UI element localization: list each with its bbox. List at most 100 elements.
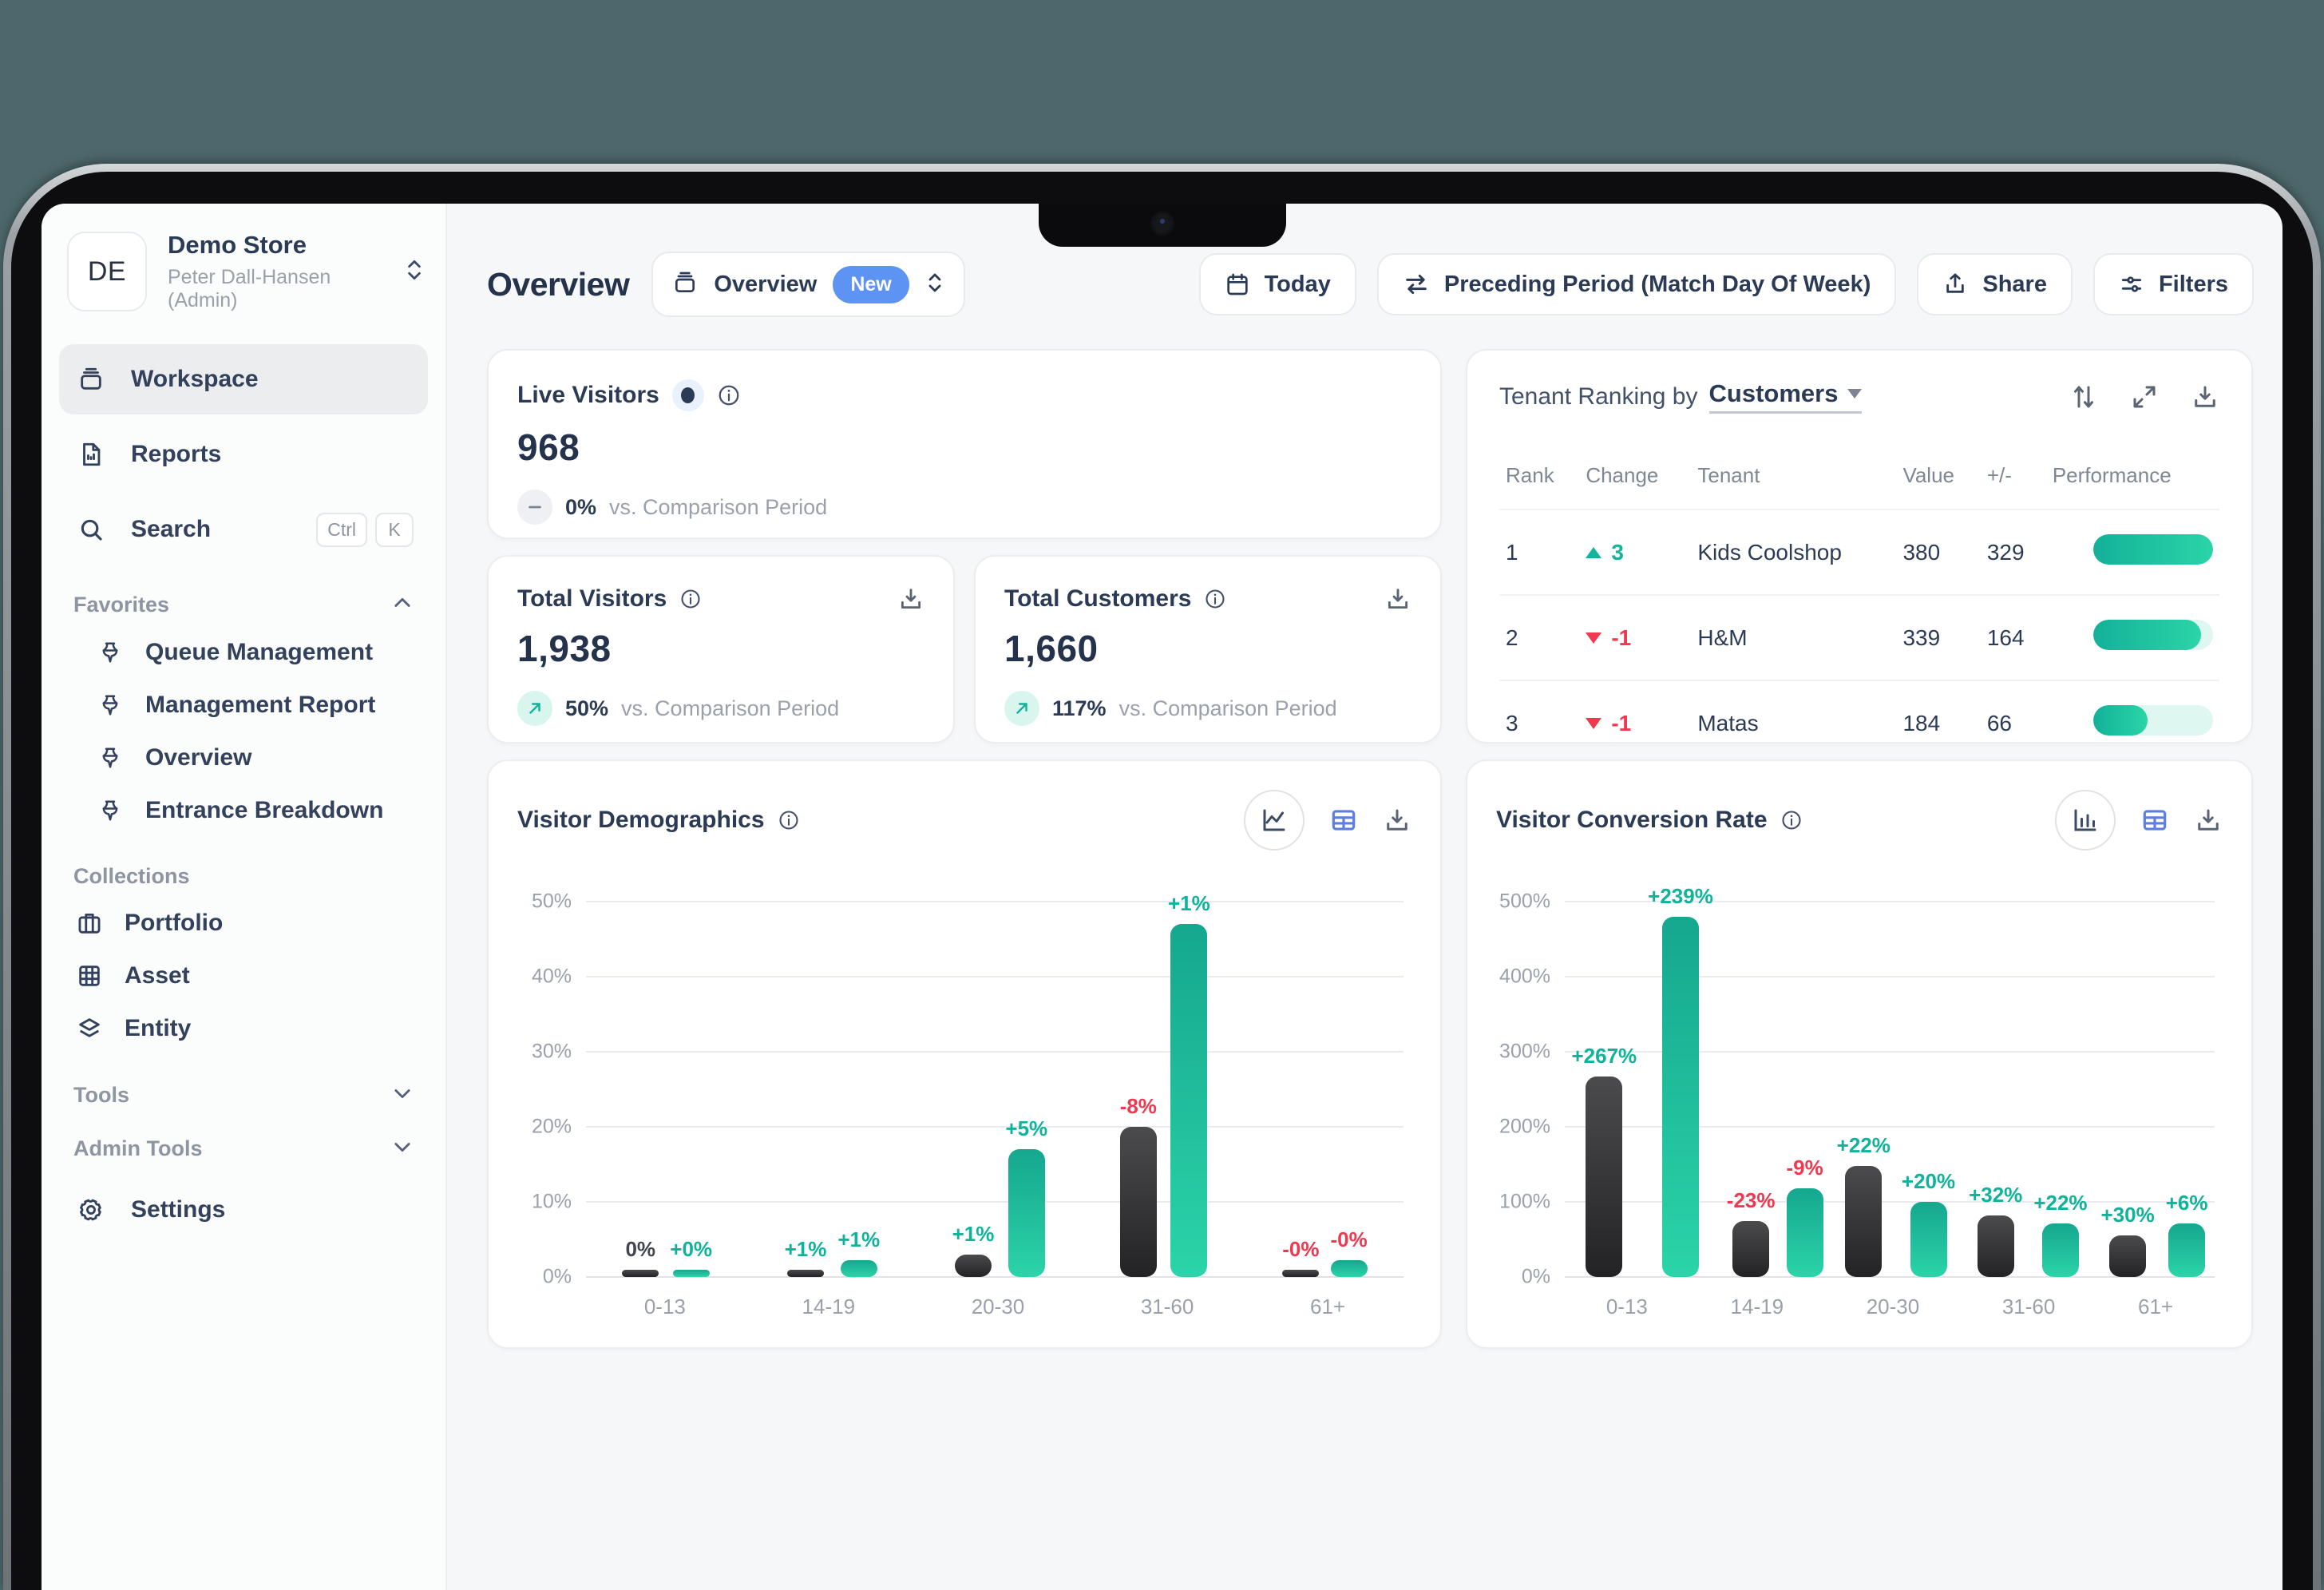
bar-dark[interactable]	[1119, 1127, 1157, 1277]
bar-dark[interactable]	[1586, 1077, 1623, 1277]
bar-column: -9%	[1786, 1156, 1823, 1277]
download-icon[interactable]	[2194, 806, 2223, 835]
bar-green[interactable]	[1170, 924, 1208, 1277]
gridline	[1565, 901, 2215, 902]
sidebar-item-settings[interactable]: Settings	[59, 1175, 428, 1245]
demographics-x-axis: 0-13 14-19 20-30 31-60 61+	[586, 1295, 1404, 1319]
pin-icon	[94, 693, 126, 717]
line-chart-toggle-icon[interactable]	[1244, 790, 1305, 851]
download-icon[interactable]	[2191, 383, 2219, 411]
sidebar-item-search[interactable]: Search Ctrl K	[59, 494, 428, 565]
y-axis-tick: 500%	[1499, 890, 1550, 913]
sidebar-item-portfolio[interactable]: Portfolio	[59, 897, 428, 950]
bar-column: 0%	[622, 1237, 659, 1277]
table-view-icon[interactable]	[1328, 805, 1359, 835]
gridline	[586, 901, 1404, 902]
info-icon[interactable]	[679, 588, 702, 610]
triangle-down-icon	[1586, 717, 1602, 729]
bar-green[interactable]	[672, 1270, 710, 1277]
live-visitors-card: Live Visitors 968 0% vs.	[487, 349, 1442, 539]
total-visitors-title: Total Visitors	[517, 585, 667, 612]
view-switcher[interactable]: Overview New	[651, 252, 965, 317]
ranking-metric-selector[interactable]: Customers	[1708, 379, 1863, 414]
chevron-down-icon	[391, 1136, 414, 1162]
bar-dark[interactable]	[1977, 1215, 2014, 1277]
bar-dark[interactable]	[2109, 1235, 2147, 1277]
change-cell: 3	[1579, 509, 1692, 595]
column-header-performance: Performance	[2052, 463, 2172, 487]
sidebar-item-label: Overview	[145, 744, 252, 771]
bar-green[interactable]	[840, 1260, 877, 1277]
live-visitors-value: 968	[517, 426, 580, 468]
gridline	[1565, 1051, 2215, 1053]
bar-column: +20%	[1902, 1169, 1955, 1277]
sidebar-item-asset[interactable]: Asset	[59, 950, 428, 1002]
section-tools[interactable]: Tools	[73, 1082, 414, 1108]
share-button[interactable]: Share	[1917, 253, 2073, 315]
bar-chart-toggle-icon[interactable]	[2055, 790, 2116, 851]
comparison-period-button[interactable]: Preceding Period (Match Day Of Week)	[1376, 253, 1897, 315]
bar-value-label: +267%	[1571, 1044, 1637, 1069]
info-icon[interactable]	[717, 383, 741, 407]
conversion-x-axis: 0-13 14-19 20-30 31-60 61+	[1565, 1295, 2215, 1319]
sidebar-item-management-report[interactable]: Management Report	[59, 679, 428, 732]
expand-icon[interactable]	[2130, 383, 2159, 411]
bar-dark[interactable]	[622, 1269, 659, 1277]
info-icon[interactable]	[1204, 588, 1226, 610]
table-view-icon[interactable]	[2140, 805, 2170, 835]
bar-green[interactable]	[1330, 1260, 1368, 1277]
sort-icon[interactable]	[2069, 383, 2098, 411]
chevron-updown-icon[interactable]	[404, 257, 425, 287]
info-icon[interactable]	[778, 809, 800, 831]
sidebar-item-entity[interactable]: Entity	[59, 1002, 428, 1055]
bar-dark[interactable]	[1845, 1165, 1883, 1277]
table-row[interactable]: 3 -1 Matas 184 66	[1499, 680, 2219, 765]
download-icon[interactable]	[1383, 806, 1411, 835]
rank-cell: 1	[1499, 509, 1580, 595]
bar-green[interactable]	[1662, 916, 1699, 1277]
bar-green[interactable]	[1910, 1202, 1947, 1277]
main-content: Overview Overview New Tod	[447, 204, 2282, 1590]
sidebar-item-workspace[interactable]: Workspace	[59, 344, 428, 414]
bar-dark[interactable]	[955, 1254, 992, 1277]
value-cell: 380	[1896, 509, 1981, 595]
bar-value-label: +32%	[1969, 1182, 2023, 1207]
tablet-device-frame: DE Demo Store Peter Dall-Hansen (Admin) …	[3, 164, 2321, 1590]
bar-dark[interactable]	[1282, 1269, 1320, 1277]
table-row[interactable]: 2 -1 H&M 339 164	[1499, 594, 2219, 680]
reports-icon	[73, 441, 109, 468]
total-customers-card: Total Customers 1,660	[974, 555, 1442, 743]
caret-down-icon	[1847, 389, 1863, 398]
info-icon[interactable]	[1780, 809, 1803, 831]
rank-cell: 2	[1499, 594, 1580, 680]
bar-green[interactable]	[2041, 1223, 2079, 1277]
download-icon[interactable]	[1384, 585, 1411, 613]
bar-green[interactable]	[2168, 1223, 2206, 1277]
bar-green[interactable]	[1786, 1188, 1823, 1277]
bar-group-31-60: -8% +1%	[1120, 891, 1210, 1277]
bar-column: +1%	[952, 1222, 994, 1277]
section-favorites[interactable]: Favorites	[73, 592, 414, 618]
section-admin-tools[interactable]: Admin Tools	[73, 1136, 414, 1162]
avatar: DE	[67, 232, 147, 311]
table-row[interactable]: 1 3 Kids Coolshop 380 329	[1499, 509, 2219, 595]
bar-dark[interactable]	[1732, 1220, 1770, 1277]
today-button[interactable]: Today	[1198, 253, 1356, 315]
bar-value-label: +1%	[784, 1237, 827, 1261]
bar-group-61+: +30% +6%	[2100, 1191, 2207, 1277]
sidebar-item-entrance-breakdown[interactable]: Entrance Breakdown	[59, 784, 428, 837]
sidebar-item-queue-management[interactable]: Queue Management	[59, 626, 428, 679]
store-switcher[interactable]: DE Demo Store Peter Dall-Hansen (Admin)	[67, 231, 425, 312]
conversion-bar-chart[interactable]: 0% 100% 200% 300% 400% 500% +267% +239% -23% -9% +…	[1499, 884, 2215, 1288]
filters-button[interactable]: Filters	[2092, 253, 2254, 315]
sidebar-item-overview[interactable]: Overview	[59, 732, 428, 784]
y-axis-tick: 30%	[531, 1040, 572, 1063]
bar-dark[interactable]	[786, 1270, 824, 1277]
download-icon[interactable]	[897, 585, 924, 613]
bar-green[interactable]	[1008, 1149, 1045, 1277]
demographics-bar-chart[interactable]: 0% 10% 20% 30% 40% 50% 0% +0% +1% +1% +1% +5% -8% +1%…	[532, 890, 1404, 1288]
bar-column: +1%	[1168, 891, 1210, 1277]
sidebar-item-reports[interactable]: Reports	[59, 419, 428, 490]
performance-bar	[2093, 534, 2213, 565]
sidebar-item-label: Settings	[131, 1196, 226, 1223]
